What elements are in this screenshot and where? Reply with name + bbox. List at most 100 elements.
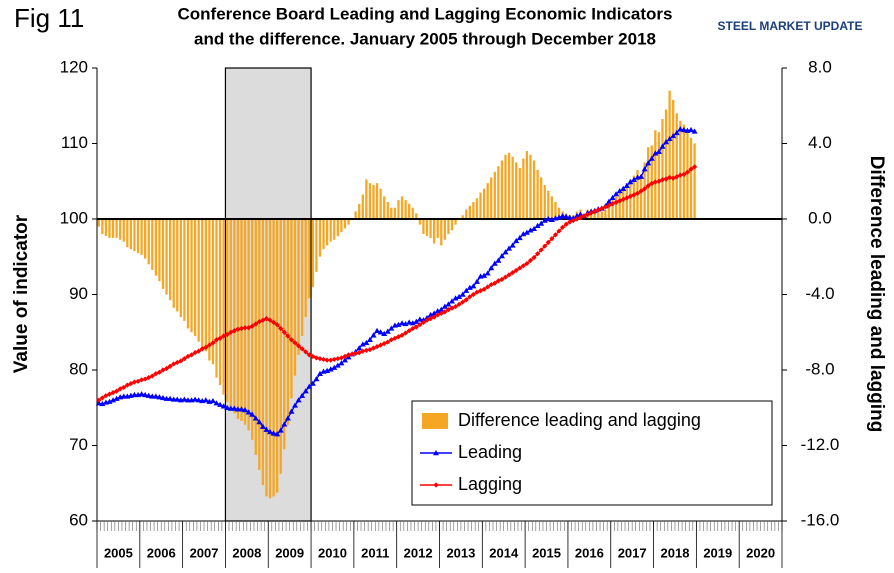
marker xyxy=(181,396,188,402)
marker xyxy=(645,160,652,166)
marker xyxy=(399,332,405,338)
bar xyxy=(433,219,436,244)
marker xyxy=(535,251,541,257)
marker xyxy=(313,355,320,361)
marker xyxy=(152,393,159,399)
marker xyxy=(441,303,448,309)
bar xyxy=(119,219,122,240)
marker xyxy=(99,395,105,401)
marker xyxy=(666,135,673,142)
bar xyxy=(490,177,493,219)
marker xyxy=(438,306,445,312)
marker xyxy=(549,236,555,242)
marker xyxy=(399,320,406,326)
marker xyxy=(128,380,134,387)
x-tick-label: 2015 xyxy=(532,545,561,560)
bar xyxy=(229,219,232,410)
marker xyxy=(224,331,230,338)
marker xyxy=(242,407,249,413)
marker xyxy=(513,267,519,273)
bar xyxy=(408,203,411,219)
marker xyxy=(406,328,412,334)
bar xyxy=(418,219,422,225)
marker xyxy=(138,391,145,397)
bar xyxy=(136,219,140,253)
legend-label: Lagging xyxy=(458,474,522,494)
marker xyxy=(270,430,277,436)
marker xyxy=(221,333,227,339)
bar xyxy=(311,219,314,287)
x-tick-label: 2008 xyxy=(232,545,261,560)
bar xyxy=(604,209,607,219)
marker xyxy=(606,202,612,209)
marker xyxy=(299,392,306,398)
x-tick-label: 2011 xyxy=(361,545,389,560)
marker xyxy=(677,172,683,178)
bar xyxy=(201,219,204,350)
chart-title: Conference Board Leading and Lagging Eco… xyxy=(178,4,673,23)
bar xyxy=(126,219,129,248)
bar xyxy=(168,219,172,301)
marker xyxy=(406,319,413,325)
x-tick-label: 2018 xyxy=(661,545,690,560)
marker xyxy=(527,257,534,264)
marker xyxy=(456,293,463,299)
marker xyxy=(310,353,316,360)
marker xyxy=(445,301,452,307)
marker xyxy=(691,164,698,170)
marker xyxy=(281,421,288,427)
bar xyxy=(368,183,372,219)
x-tick-label: 2020 xyxy=(746,545,775,560)
marker xyxy=(481,286,487,292)
marker xyxy=(417,322,423,328)
marker xyxy=(513,237,520,244)
marker xyxy=(238,325,245,332)
marker xyxy=(381,330,388,336)
marker xyxy=(245,409,252,415)
y-tick-label: 110 xyxy=(61,133,88,152)
marker xyxy=(377,329,384,335)
marker xyxy=(242,325,248,331)
marker xyxy=(277,427,284,433)
bar xyxy=(379,188,382,219)
marker xyxy=(524,260,530,267)
marker xyxy=(448,298,455,304)
bar xyxy=(304,219,307,318)
marker xyxy=(652,150,659,156)
marker xyxy=(670,175,676,181)
bar xyxy=(443,219,446,240)
bar xyxy=(682,124,686,219)
bar xyxy=(340,219,343,233)
marker xyxy=(113,395,120,401)
marker xyxy=(595,207,601,213)
bar xyxy=(176,219,179,312)
marker xyxy=(531,225,538,232)
marker xyxy=(627,179,634,185)
marker xyxy=(142,391,149,398)
bar xyxy=(233,219,236,414)
marker xyxy=(634,190,641,196)
marker xyxy=(510,270,516,276)
marker xyxy=(267,317,273,323)
y-tick-label: 70 xyxy=(69,435,88,454)
bar xyxy=(536,169,539,219)
marker xyxy=(502,249,509,255)
marker xyxy=(306,383,313,389)
marker xyxy=(359,341,366,347)
marker xyxy=(395,321,402,327)
bar xyxy=(358,203,361,219)
marker xyxy=(288,337,295,343)
marker xyxy=(181,356,188,362)
marker xyxy=(509,242,516,248)
marker xyxy=(431,314,437,320)
marker xyxy=(477,288,484,294)
marker xyxy=(460,299,466,305)
marker xyxy=(135,378,141,384)
marker xyxy=(527,227,534,233)
bar xyxy=(436,219,439,238)
marker xyxy=(324,357,330,363)
y2-tick-label: -8.0 xyxy=(805,359,834,378)
marker xyxy=(670,132,677,139)
marker xyxy=(263,316,270,322)
bar xyxy=(286,219,290,425)
